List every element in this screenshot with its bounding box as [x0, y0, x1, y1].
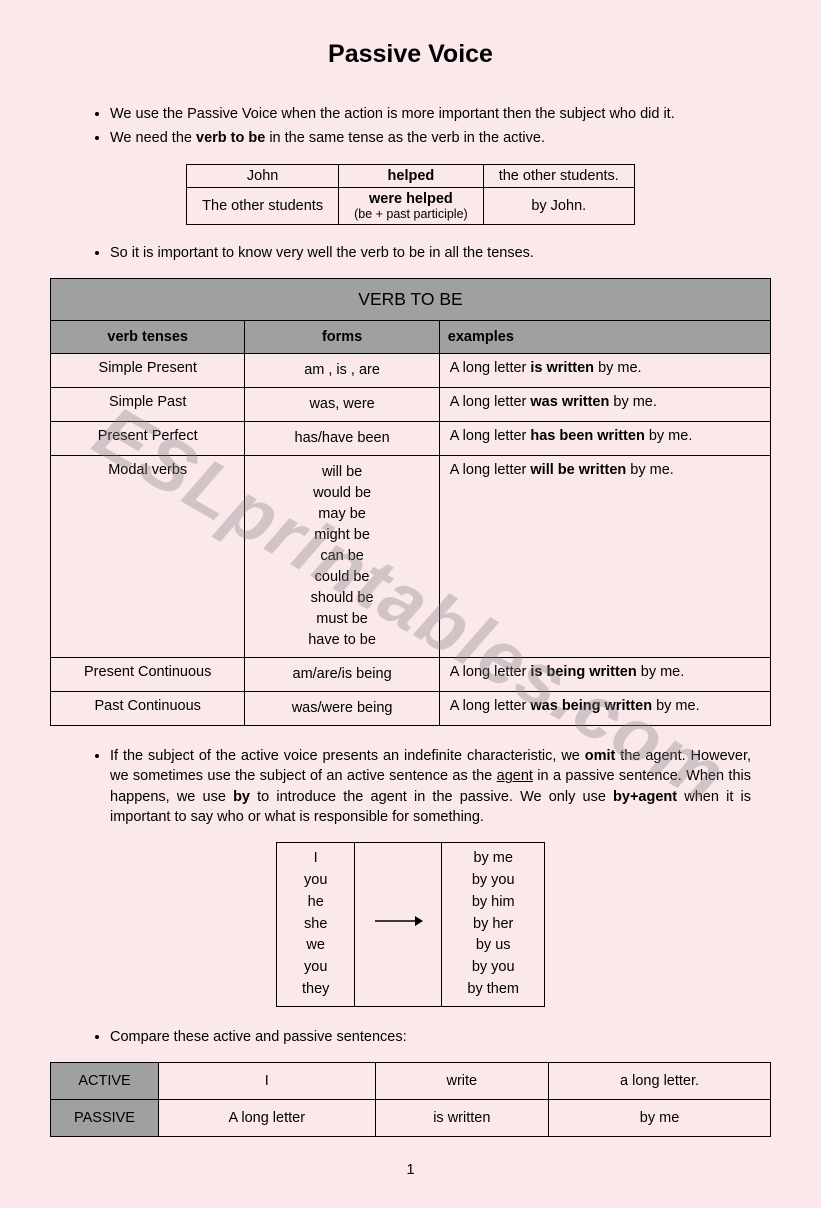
table-cell: John [187, 164, 339, 187]
bullet-item: If the subject of the active voice prese… [110, 746, 751, 827]
forms-cell: was, were [245, 387, 439, 421]
table-row: Simple Presentam , is , areA long letter… [51, 353, 771, 387]
table-cell: by John. [483, 187, 634, 224]
example-cell: A long letter will be written by me. [439, 455, 770, 657]
tense-cell: Present Perfect [51, 421, 245, 455]
example-table: John helped the other students. The othe… [186, 164, 635, 225]
example-cell: A long letter has been written by me. [439, 421, 770, 455]
bullet-item: We need the verb to be in the same tense… [110, 128, 771, 148]
agent-bullet: If the subject of the active voice prese… [50, 746, 771, 827]
table-cell: helped [339, 164, 484, 187]
table-cell: A long letter [159, 1099, 376, 1136]
example-cell: A long letter is being written by me. [439, 658, 770, 692]
example-cell: A long letter is written by me. [439, 353, 770, 387]
bullet-item: We use the Passive Voice when the action… [110, 104, 771, 124]
forms-cell: will bewould bemay bemight becan becould… [245, 455, 439, 657]
arrow-icon [355, 843, 442, 1006]
table-cell: The other students [187, 187, 339, 224]
forms-cell: has/have been [245, 421, 439, 455]
table-row: Iyouhesheweyouthey by meby youby himby h… [276, 843, 544, 1006]
compare-table: ACTIVE I write a long letter. PASSIVE A … [50, 1062, 771, 1137]
table-cell: I [159, 1062, 376, 1099]
forms-cell: am , is , are [245, 353, 439, 387]
table-row: Present Continuousam/are/is beingA long … [51, 658, 771, 692]
forms-cell: was/were being [245, 692, 439, 726]
table-cell: by me [549, 1099, 771, 1136]
table-row: Simple Pastwas, wereA long letter was wr… [51, 387, 771, 421]
table-row: Past Continuouswas/were beingA long lett… [51, 692, 771, 726]
table-header-row: VERB TO BE [51, 278, 771, 320]
pronoun-right-cell: by meby youby himby herby usby youby the… [442, 843, 545, 1006]
table-row: ACTIVE I write a long letter. [51, 1062, 771, 1099]
row-header: PASSIVE [51, 1099, 159, 1136]
tense-cell: Past Continuous [51, 692, 245, 726]
table-row: PASSIVE A long letter is written by me [51, 1099, 771, 1136]
table-row: Modal verbswill bewould bemay bemight be… [51, 455, 771, 657]
tense-cell: Modal verbs [51, 455, 245, 657]
tense-cell: Simple Present [51, 353, 245, 387]
example-cell: A long letter was written by me. [439, 387, 770, 421]
table-cell: the other students. [483, 164, 634, 187]
column-header: verb tenses [51, 320, 245, 353]
table-cell: a long letter. [549, 1062, 771, 1099]
example-cell: A long letter was being written by me. [439, 692, 770, 726]
table-cell: write [375, 1062, 549, 1099]
table-row: John helped the other students. [187, 164, 635, 187]
pronoun-table: Iyouhesheweyouthey by meby youby himby h… [276, 842, 545, 1006]
worksheet-page: ESLprintables.com Passive Voice We use t… [0, 0, 821, 1208]
pronoun-left-cell: Iyouhesheweyouthey [276, 843, 354, 1006]
intro-bullets: We use the Passive Voice when the action… [50, 104, 771, 149]
row-header: ACTIVE [51, 1062, 159, 1099]
tense-cell: Simple Past [51, 387, 245, 421]
table-row: Present Perfecthas/have beenA long lette… [51, 421, 771, 455]
table-subheader-row: verb tenses forms examples [51, 320, 771, 353]
mid-bullet: So it is important to know very well the… [50, 243, 771, 263]
forms-cell: am/are/is being [245, 658, 439, 692]
compare-bullet: Compare these active and passive sentenc… [50, 1027, 771, 1047]
table-cell: were helped (be + past participle) [339, 187, 484, 224]
tense-cell: Present Continuous [51, 658, 245, 692]
table-row: The other students were helped (be + pas… [187, 187, 635, 224]
cell-main: were helped [369, 191, 453, 207]
table-cell: is written [375, 1099, 549, 1136]
cell-note: (be + past participle) [354, 207, 468, 221]
page-title: Passive Voice [50, 40, 771, 69]
table-main-header: VERB TO BE [51, 278, 771, 320]
bullet-item: Compare these active and passive sentenc… [110, 1027, 771, 1047]
column-header: forms [245, 320, 439, 353]
bullet-item: So it is important to know very well the… [110, 243, 771, 263]
page-number: 1 [50, 1162, 771, 1178]
column-header: examples [439, 320, 770, 353]
verb-to-be-table: VERB TO BE verb tenses forms examples Si… [50, 278, 771, 726]
